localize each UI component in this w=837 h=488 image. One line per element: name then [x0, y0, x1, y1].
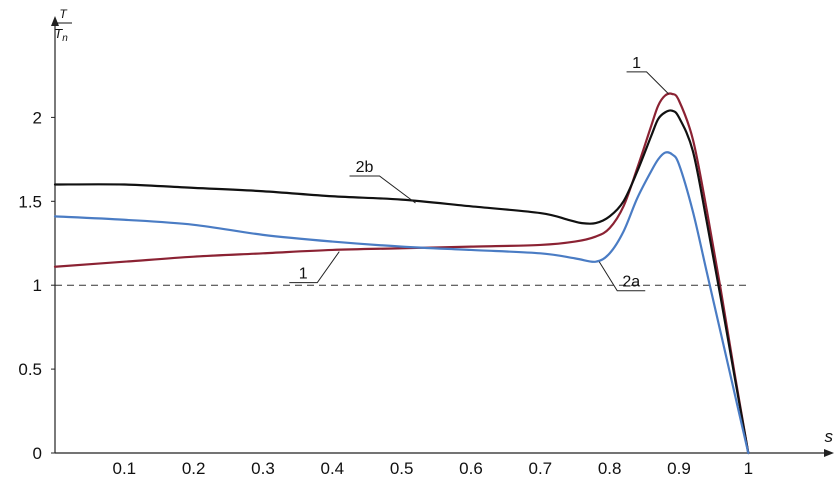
x-tick-label: 0.5 — [390, 459, 414, 478]
annotation-leader-2b — [349, 175, 416, 204]
y-axis-label-denominator-main: T — [54, 26, 63, 41]
x-tick-label: 0.6 — [459, 459, 483, 478]
annotation-leader-1 — [626, 71, 669, 95]
y-tick-label: 0.5 — [18, 360, 42, 379]
x-tick-label: 0.8 — [598, 459, 622, 478]
series-line-2b — [53, 109, 750, 455]
x-axis-arrow — [824, 449, 834, 457]
x-tick-label: 0.2 — [182, 459, 206, 478]
y-tick-label: 2 — [33, 108, 42, 127]
series-line-2a — [53, 151, 750, 455]
x-tick-label: 0.3 — [251, 459, 275, 478]
y-tick-label: 1.5 — [18, 192, 42, 211]
x-tick-label: 0.9 — [667, 459, 691, 478]
annotation-label-1: 1 — [299, 266, 308, 283]
y-axis-label-numerator: T — [59, 7, 68, 21]
annotation-label-2b: 2b — [356, 159, 374, 176]
y-tick-label: 0 — [33, 444, 42, 463]
x-tick-label: 0.1 — [113, 459, 137, 478]
axes — [51, 16, 834, 457]
series-layer — [53, 92, 750, 455]
annotation-leader-2a — [598, 261, 646, 292]
x-axis-label: s — [825, 427, 834, 446]
x-tick-label: 0.4 — [320, 459, 344, 478]
annotation-layer: 1 2b 1 2a — [289, 55, 669, 292]
axis-titles: T Tn s — [54, 7, 833, 446]
tick-labels: 0.1 0.2 0.3 0.4 0.5 0.6 0.7 0.8 0.9 1 0 0.5 1 1.5 2 — [18, 108, 753, 478]
x-tick-label: 1 — [744, 459, 753, 478]
annotation-label-1: 1 — [632, 55, 641, 72]
y-tick-label: 1 — [33, 276, 42, 295]
annotation-leader-1 — [289, 251, 340, 284]
series-line-1 — [53, 92, 750, 455]
annotation-label-2a: 2a — [622, 274, 640, 291]
y-axis-arrow — [51, 16, 59, 26]
y-axis-label-denominator-sub: n — [62, 33, 68, 44]
x-tick-label: 0.7 — [528, 459, 552, 478]
y-axis-label-denominator: Tn — [54, 26, 68, 44]
